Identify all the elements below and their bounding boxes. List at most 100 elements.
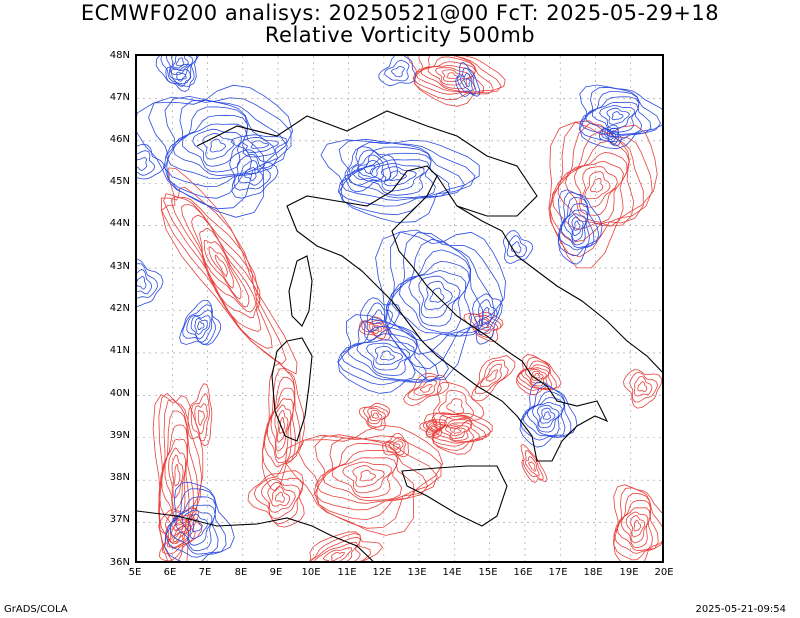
positive-vorticity-cell (479, 363, 503, 388)
lat-tick-label: 48N (109, 50, 130, 61)
negative-vorticity-cell (347, 149, 392, 186)
title-line-2: Relative Vorticity 500mb (264, 23, 536, 47)
vorticity-map (135, 54, 664, 563)
lat-tick-label: 42N (109, 303, 130, 314)
lat-tick-label: 40N (109, 388, 130, 399)
positive-vorticity-area (621, 507, 651, 549)
negative-vorticity-area (423, 280, 453, 310)
generation-timestamp: 2025-05-21-09:54 (695, 604, 786, 615)
positive-vorticity-cell (474, 359, 509, 394)
negative-vorticity-cell (472, 293, 503, 345)
negative-vorticity-cell (344, 146, 399, 193)
negative-vorticity-cell (171, 68, 192, 87)
positive-vorticity-cell (430, 425, 436, 430)
positive-vorticity-area (359, 469, 377, 482)
negative-vorticity-cell (459, 72, 473, 92)
positive-vorticity-center (528, 368, 547, 384)
negative-vorticity-cell (391, 66, 405, 78)
positive-vorticity-cell (368, 323, 383, 334)
negative-vorticity-cell (165, 56, 198, 81)
positive-vorticity-area (581, 166, 618, 208)
positive-vorticity-area (332, 457, 397, 499)
negative-vorticity-center (539, 407, 556, 424)
positive-vorticity-cell (382, 433, 409, 458)
positive-vorticity-area (633, 519, 642, 532)
positive-vorticity-cell (468, 313, 502, 339)
negative-vorticity-cell (604, 129, 618, 143)
negative-vorticity-cell (230, 134, 287, 158)
positive-vorticity-cell (425, 420, 444, 435)
negative-vorticity-cell (502, 230, 534, 264)
positive-vorticity-cell (524, 456, 540, 477)
positive-vorticity-cell (274, 491, 285, 503)
positive-vorticity-band (152, 393, 204, 561)
positive-vorticity-cell (520, 444, 548, 483)
positive-vorticity-cell (166, 525, 189, 548)
positive-vorticity-cell (471, 355, 516, 402)
positive-vorticity-cell (271, 486, 291, 507)
negative-vorticity-area (202, 133, 235, 160)
lon-tick-label: 17E (548, 567, 568, 578)
positive-vorticity-area (584, 171, 611, 200)
negative-vorticity-cell (243, 167, 257, 181)
lat-tick-label: 37N (109, 514, 130, 525)
negative-vorticity-cell (172, 56, 189, 70)
lat-tick-label: 43N (109, 261, 130, 272)
alps-borders (196, 110, 538, 217)
negative-vorticity-center (567, 213, 587, 242)
positive-vorticity-center (423, 412, 493, 455)
positive-vorticity-cell (358, 402, 391, 431)
negative-vorticity-area (187, 513, 209, 540)
positive-vorticity-area (613, 484, 662, 561)
positive-vorticity-cell (446, 398, 465, 414)
negative-vorticity-cell (176, 71, 187, 82)
negative-vorticity-area (375, 346, 404, 366)
positive-vorticity-area (322, 547, 353, 561)
positive-vorticity-area (309, 533, 371, 561)
negative-vorticity-area (337, 141, 466, 207)
negative-vorticity-area (169, 496, 219, 555)
positive-vorticity-band (161, 424, 190, 526)
negative-vorticity-cell (233, 153, 271, 191)
positive-vorticity-band (191, 214, 257, 313)
negative-vorticity-area (385, 232, 496, 355)
negative-vorticity-area (356, 339, 416, 376)
negative-vorticity-cell (155, 56, 199, 87)
positive-vorticity-area (284, 424, 444, 536)
positive-vorticity-cell (407, 375, 442, 401)
lon-tick-label: 13E (407, 567, 427, 578)
positive-vorticity-band (199, 227, 250, 308)
positive-vorticity-cell (358, 316, 392, 341)
positive-vorticity-area (551, 130, 635, 230)
positive-vorticity-cell (267, 481, 296, 513)
negative-vorticity-cell (477, 299, 498, 335)
lon-tick-label: 11E (337, 567, 357, 578)
positive-vorticity-cell (388, 440, 404, 453)
negative-vorticity-center (564, 209, 588, 246)
positive-vorticity-cell (623, 369, 662, 409)
positive-vorticity-cell (164, 511, 195, 544)
positive-vorticity-cell (172, 531, 185, 543)
positive-vorticity-band (203, 240, 242, 300)
negative-vorticity-cell (363, 164, 376, 174)
positive-vorticity-cell (384, 436, 406, 456)
negative-vorticity-cell (137, 263, 158, 299)
positive-vorticity-area (564, 151, 628, 223)
negative-vorticity-cell (356, 159, 381, 179)
positive-vorticity-cell (187, 383, 213, 447)
positive-vorticity-area (314, 541, 358, 561)
lat-tick-label: 45N (109, 176, 130, 187)
negative-vorticity-area (347, 333, 418, 381)
negative-vorticity-cell (137, 157, 148, 171)
positive-vorticity-cell (403, 372, 450, 407)
negative-vorticity-area (375, 231, 506, 381)
positive-vorticity-band (270, 398, 294, 459)
positive-vorticity-band (261, 362, 305, 492)
positive-vorticity-cell (438, 389, 474, 421)
negative-vorticity-cell (137, 269, 152, 295)
negative-vorticity-center (537, 405, 560, 429)
lon-tick-label: 6E (163, 567, 177, 578)
positive-vorticity-cell (528, 461, 536, 472)
positive-vorticity-cell (426, 422, 441, 433)
positive-vorticity-area (309, 536, 361, 561)
